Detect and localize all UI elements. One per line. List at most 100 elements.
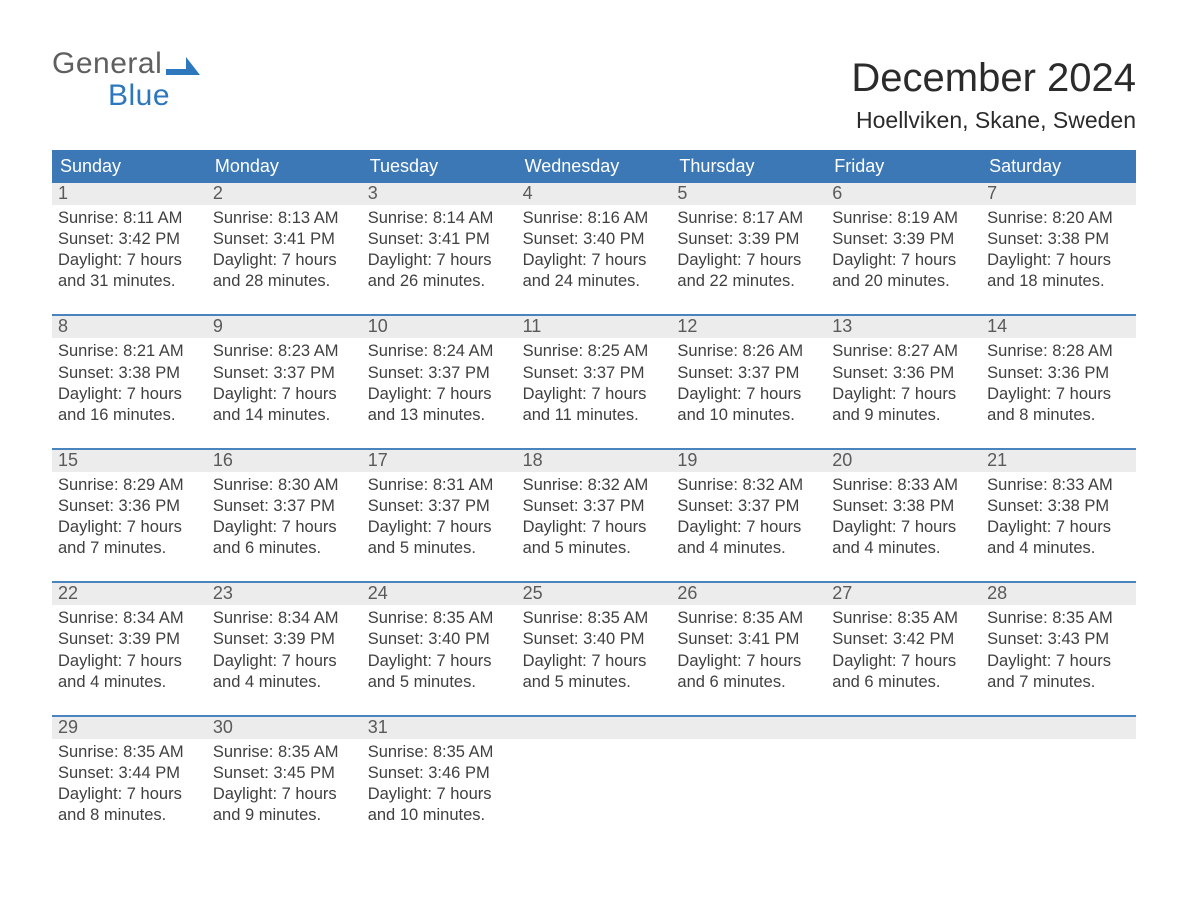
- daylight-line2: and 4 minutes.: [987, 538, 1130, 559]
- daylight-line2: and 9 minutes.: [213, 805, 356, 826]
- daylight-line1: Daylight: 7 hours: [677, 384, 820, 405]
- dow-thursday: Thursday: [671, 150, 826, 183]
- day-number-empty: [517, 717, 672, 739]
- daylight-line1: Daylight: 7 hours: [523, 250, 666, 271]
- calendar-cell-empty: [981, 715, 1136, 848]
- day-number: 10: [362, 316, 517, 338]
- sunset-text: Sunset: 3:44 PM: [58, 763, 201, 784]
- day-number: 4: [517, 183, 672, 205]
- sunrise-text: Sunrise: 8:32 AM: [523, 475, 666, 496]
- day-details: Sunrise: 8:35 AMSunset: 3:45 PMDaylight:…: [207, 739, 362, 826]
- calendar-cell: 30Sunrise: 8:35 AMSunset: 3:45 PMDayligh…: [207, 715, 362, 848]
- calendar-cell: 26Sunrise: 8:35 AMSunset: 3:41 PMDayligh…: [671, 581, 826, 714]
- sunrise-text: Sunrise: 8:30 AM: [213, 475, 356, 496]
- header: General Blue December 2024 Hoellviken, S…: [52, 48, 1136, 138]
- dow-wednesday: Wednesday: [517, 150, 672, 183]
- daylight-line1: Daylight: 7 hours: [58, 517, 201, 538]
- daylight-line1: Daylight: 7 hours: [213, 384, 356, 405]
- sunrise-text: Sunrise: 8:35 AM: [677, 608, 820, 629]
- sunrise-text: Sunrise: 8:26 AM: [677, 341, 820, 362]
- day-number-empty: [671, 717, 826, 739]
- sunset-text: Sunset: 3:39 PM: [213, 629, 356, 650]
- day-number-empty: [826, 717, 981, 739]
- day-details: Sunrise: 8:24 AMSunset: 3:37 PMDaylight:…: [362, 338, 517, 425]
- calendar-cell: 5Sunrise: 8:17 AMSunset: 3:39 PMDaylight…: [671, 183, 826, 314]
- day-number: 18: [517, 450, 672, 472]
- sunset-text: Sunset: 3:37 PM: [213, 363, 356, 384]
- calendar-cell: 4Sunrise: 8:16 AMSunset: 3:40 PMDaylight…: [517, 183, 672, 314]
- day-number: 20: [826, 450, 981, 472]
- daylight-line1: Daylight: 7 hours: [213, 651, 356, 672]
- daylight-line2: and 24 minutes.: [523, 271, 666, 292]
- calendar-cell: 18Sunrise: 8:32 AMSunset: 3:37 PMDayligh…: [517, 448, 672, 581]
- daylight-line1: Daylight: 7 hours: [58, 384, 201, 405]
- sunrise-text: Sunrise: 8:31 AM: [368, 475, 511, 496]
- daylight-line1: Daylight: 7 hours: [677, 651, 820, 672]
- calendar-cell: 17Sunrise: 8:31 AMSunset: 3:37 PMDayligh…: [362, 448, 517, 581]
- daylight-line2: and 14 minutes.: [213, 405, 356, 426]
- daylight-line2: and 13 minutes.: [368, 405, 511, 426]
- daylight-line2: and 11 minutes.: [523, 405, 666, 426]
- sunrise-text: Sunrise: 8:27 AM: [832, 341, 975, 362]
- sunrise-text: Sunrise: 8:33 AM: [832, 475, 975, 496]
- daylight-line2: and 18 minutes.: [987, 271, 1130, 292]
- sunrise-text: Sunrise: 8:35 AM: [523, 608, 666, 629]
- day-number: 23: [207, 583, 362, 605]
- sunrise-text: Sunrise: 8:33 AM: [987, 475, 1130, 496]
- logo: General Blue: [52, 48, 200, 111]
- calendar-cell: 9Sunrise: 8:23 AMSunset: 3:37 PMDaylight…: [207, 314, 362, 447]
- day-number: 13: [826, 316, 981, 338]
- day-number: 19: [671, 450, 826, 472]
- day-details: Sunrise: 8:35 AMSunset: 3:42 PMDaylight:…: [826, 605, 981, 692]
- sunset-text: Sunset: 3:41 PM: [213, 229, 356, 250]
- dow-friday: Friday: [826, 150, 981, 183]
- daylight-line2: and 5 minutes.: [523, 672, 666, 693]
- calendar-cell: 15Sunrise: 8:29 AMSunset: 3:36 PMDayligh…: [52, 448, 207, 581]
- dow-saturday: Saturday: [981, 150, 1136, 183]
- daylight-line1: Daylight: 7 hours: [832, 651, 975, 672]
- sunrise-text: Sunrise: 8:35 AM: [58, 742, 201, 763]
- calendar-cell: 10Sunrise: 8:24 AMSunset: 3:37 PMDayligh…: [362, 314, 517, 447]
- day-number: 12: [671, 316, 826, 338]
- day-number: 21: [981, 450, 1136, 472]
- sunset-text: Sunset: 3:38 PM: [58, 363, 201, 384]
- calendar-cell: 29Sunrise: 8:35 AMSunset: 3:44 PMDayligh…: [52, 715, 207, 848]
- calendar-cell: 7Sunrise: 8:20 AMSunset: 3:38 PMDaylight…: [981, 183, 1136, 314]
- daylight-line2: and 28 minutes.: [213, 271, 356, 292]
- daylight-line1: Daylight: 7 hours: [368, 384, 511, 405]
- calendar-cell: 11Sunrise: 8:25 AMSunset: 3:37 PMDayligh…: [517, 314, 672, 447]
- sunrise-text: Sunrise: 8:28 AM: [987, 341, 1130, 362]
- calendar-cell: 23Sunrise: 8:34 AMSunset: 3:39 PMDayligh…: [207, 581, 362, 714]
- daylight-line1: Daylight: 7 hours: [368, 250, 511, 271]
- sunrise-text: Sunrise: 8:11 AM: [58, 208, 201, 229]
- sunset-text: Sunset: 3:36 PM: [832, 363, 975, 384]
- day-number: 14: [981, 316, 1136, 338]
- calendar-cell: 21Sunrise: 8:33 AMSunset: 3:38 PMDayligh…: [981, 448, 1136, 581]
- day-number: 5: [671, 183, 826, 205]
- day-details: Sunrise: 8:33 AMSunset: 3:38 PMDaylight:…: [981, 472, 1136, 559]
- day-details: Sunrise: 8:16 AMSunset: 3:40 PMDaylight:…: [517, 205, 672, 292]
- day-number: 27: [826, 583, 981, 605]
- daylight-line2: and 4 minutes.: [677, 538, 820, 559]
- daylight-line1: Daylight: 7 hours: [368, 517, 511, 538]
- calendar-cell: 3Sunrise: 8:14 AMSunset: 3:41 PMDaylight…: [362, 183, 517, 314]
- day-number: 1: [52, 183, 207, 205]
- day-number: 2: [207, 183, 362, 205]
- sunset-text: Sunset: 3:37 PM: [677, 496, 820, 517]
- calendar-cell-empty: [826, 715, 981, 848]
- daylight-line2: and 20 minutes.: [832, 271, 975, 292]
- sunset-text: Sunset: 3:41 PM: [368, 229, 511, 250]
- daylight-line1: Daylight: 7 hours: [987, 250, 1130, 271]
- day-number: 24: [362, 583, 517, 605]
- calendar-page: General Blue December 2024 Hoellviken, S…: [0, 0, 1188, 878]
- logo-text-line2: Blue: [108, 79, 170, 112]
- sunrise-text: Sunrise: 8:35 AM: [987, 608, 1130, 629]
- day-number: 30: [207, 717, 362, 739]
- day-details: Sunrise: 8:11 AMSunset: 3:42 PMDaylight:…: [52, 205, 207, 292]
- sunset-text: Sunset: 3:39 PM: [58, 629, 201, 650]
- day-number: 25: [517, 583, 672, 605]
- daylight-line1: Daylight: 7 hours: [987, 517, 1130, 538]
- day-number: 15: [52, 450, 207, 472]
- day-number-empty: [981, 717, 1136, 739]
- day-details: Sunrise: 8:34 AMSunset: 3:39 PMDaylight:…: [52, 605, 207, 692]
